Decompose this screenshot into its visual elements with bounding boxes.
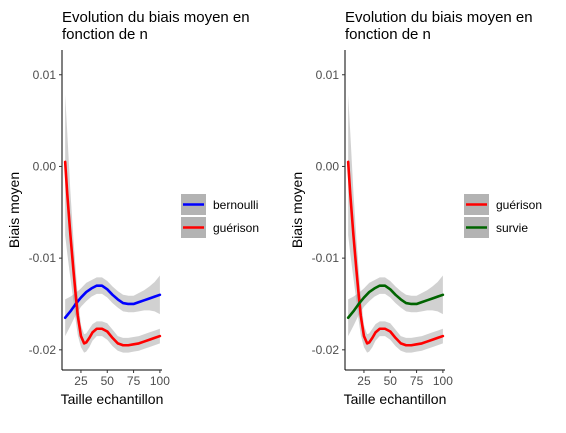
legend-label-2: guérison bbox=[213, 221, 259, 235]
legend: guérison survie bbox=[464, 194, 542, 238]
x-tick-label: 50 bbox=[384, 374, 398, 388]
x-axis-label: Taille echantillon bbox=[344, 391, 447, 407]
series-line-2 bbox=[346, 284, 445, 320]
series-line-2 bbox=[63, 160, 162, 347]
legend-label-1: guérison bbox=[496, 198, 542, 212]
chart-title-line: fonction de n bbox=[62, 26, 148, 43]
y-tick-label: 0.00 bbox=[33, 159, 57, 173]
legend-label-2: survie bbox=[496, 221, 528, 235]
y-tick-label: -0.01 bbox=[29, 251, 57, 265]
x-tick-label: 100 bbox=[433, 374, 453, 388]
y-tick-label: -0.02 bbox=[29, 343, 57, 357]
y-axis-label: Biais moyen bbox=[289, 172, 305, 248]
chart-title-line: fonction de n bbox=[345, 26, 431, 43]
y-axis-label: Biais moyen bbox=[6, 172, 22, 248]
y-tick-label: 0.01 bbox=[33, 68, 57, 82]
series-line-1 bbox=[63, 284, 162, 320]
x-tick-label: 100 bbox=[150, 374, 170, 388]
y-tick-label: 0.01 bbox=[316, 68, 340, 82]
x-tick-label: 25 bbox=[357, 374, 371, 388]
confidence-band-1 bbox=[348, 94, 443, 353]
series-line-1 bbox=[346, 160, 445, 347]
legend-label-1: bernoulli bbox=[213, 198, 258, 212]
y-tick-label: -0.02 bbox=[312, 343, 340, 357]
y-tick-label: -0.01 bbox=[312, 251, 340, 265]
chart-title-line: Evolution du biais moyen en bbox=[62, 9, 250, 26]
x-tick-label: 75 bbox=[127, 374, 141, 388]
y-tick-label: 0.00 bbox=[316, 159, 340, 173]
legend: bernoulli guérison bbox=[181, 194, 259, 238]
x-tick-label: 75 bbox=[410, 374, 424, 388]
chart-title-line: Evolution du biais moyen en bbox=[345, 9, 533, 26]
confidence-band-2 bbox=[65, 94, 160, 353]
x-axis-label: Taille echantillon bbox=[61, 391, 164, 407]
x-tick-label: 50 bbox=[101, 374, 115, 388]
x-tick-label: 25 bbox=[74, 374, 88, 388]
